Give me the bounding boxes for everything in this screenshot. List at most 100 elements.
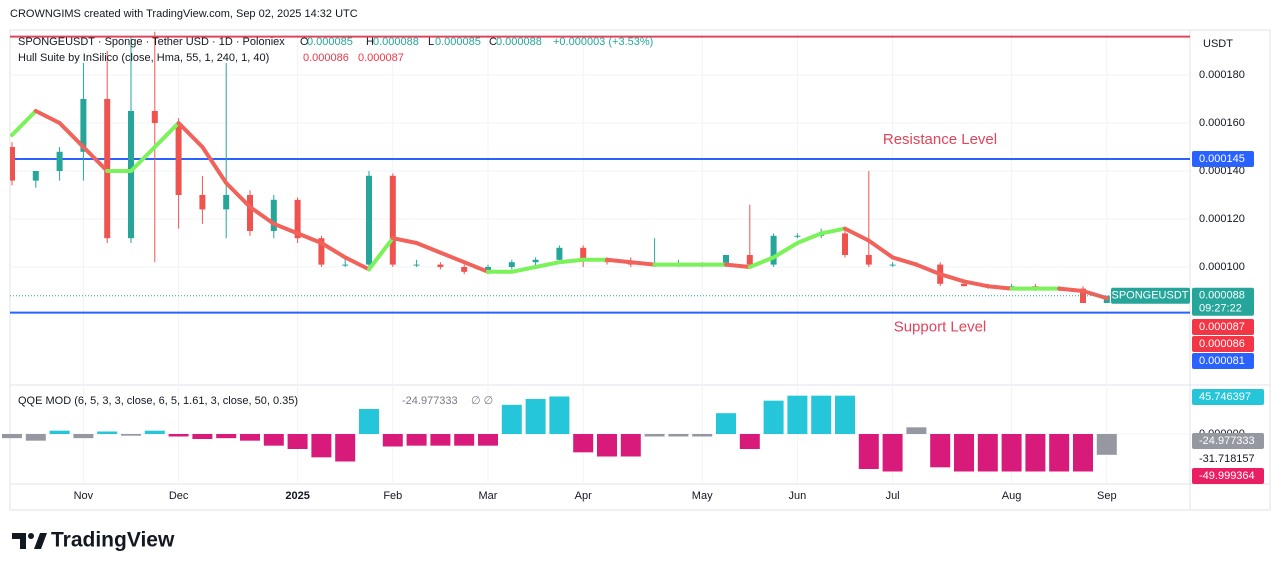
ohlc-letter: C bbox=[489, 36, 497, 48]
candle-body bbox=[556, 247, 563, 260]
candle-body bbox=[794, 235, 801, 237]
qqe-bar bbox=[573, 434, 594, 453]
hull-segment bbox=[628, 260, 657, 267]
resistance-tag-bg bbox=[1192, 151, 1254, 167]
qqe-bar bbox=[478, 434, 498, 446]
qqe-bar bbox=[501, 404, 522, 434]
candle-body bbox=[10, 147, 15, 181]
hull-segment bbox=[81, 145, 110, 173]
hull-segment bbox=[509, 265, 538, 274]
ohlc-value: 0.000088 bbox=[496, 36, 542, 48]
last-price-tag: 09:27:22 bbox=[1199, 303, 1242, 315]
last-price-tag-bg bbox=[1192, 287, 1254, 316]
qqe-bar bbox=[763, 400, 784, 434]
candle-body bbox=[223, 195, 230, 210]
qqe-bar bbox=[311, 434, 332, 458]
hull-legend: Hull Suite by InSilico (close, Hma, 55, … bbox=[18, 52, 269, 64]
candle-body bbox=[318, 238, 325, 265]
qqe-bar bbox=[692, 434, 713, 437]
hull-segment bbox=[890, 255, 919, 267]
hull-segment bbox=[962, 279, 990, 289]
support-tag: 0.000081 bbox=[1199, 355, 1245, 367]
candle-body bbox=[247, 195, 253, 231]
qqe-bar bbox=[716, 413, 736, 434]
x-tick-label: Dec bbox=[169, 490, 189, 502]
qqe-bar bbox=[168, 434, 189, 437]
ohlc-letter: L bbox=[428, 36, 434, 48]
hull-segment bbox=[1057, 286, 1085, 293]
qqe-level: 45.746397 bbox=[1199, 391, 1251, 403]
candle-body bbox=[128, 111, 134, 239]
candle-body bbox=[580, 247, 587, 260]
qqe-bar bbox=[192, 434, 213, 439]
qqe-bar bbox=[1001, 434, 1022, 472]
candle-body bbox=[80, 99, 87, 152]
resistance-tag: 0.000145 bbox=[1199, 153, 1245, 165]
x-tick-label: Aug bbox=[1002, 490, 1022, 502]
grid bbox=[10, 30, 1190, 484]
change: +0.000003 (+3.53%) bbox=[553, 36, 653, 48]
candle-body bbox=[485, 267, 491, 272]
candle-body bbox=[437, 264, 444, 267]
hull-segment bbox=[200, 145, 229, 185]
hull-tag: 0.000087 bbox=[1199, 321, 1245, 333]
candle-body bbox=[746, 255, 753, 265]
hull-segment bbox=[414, 241, 443, 255]
candle-body bbox=[413, 264, 420, 266]
symbol-tag-bg bbox=[1111, 287, 1190, 304]
x-tick-label: Mar bbox=[479, 490, 498, 502]
qqe-bar bbox=[930, 434, 951, 468]
hull-segment bbox=[866, 238, 895, 260]
hull-segment bbox=[724, 262, 752, 269]
hull-value: 0.000086 bbox=[303, 52, 349, 64]
qqe-level: -31.718157 bbox=[1199, 453, 1255, 465]
hull-segment bbox=[438, 250, 467, 265]
y-tick-label: 0.000140 bbox=[1199, 165, 1245, 177]
qqe-bar bbox=[858, 434, 879, 469]
qqe-level: -49.999364 bbox=[1199, 470, 1255, 482]
candle-body bbox=[199, 195, 206, 210]
hull-segment bbox=[129, 145, 157, 173]
support-tag-bg bbox=[1192, 353, 1254, 369]
credit: CROWNGIMS created with TradingView.com, … bbox=[10, 8, 358, 20]
candle-body bbox=[532, 259, 539, 263]
x-tick-label: Jun bbox=[789, 490, 807, 502]
x-tick-label: Apr bbox=[575, 490, 592, 502]
qqe-bar bbox=[1073, 434, 1093, 472]
candle-body bbox=[723, 255, 729, 265]
candle-body bbox=[32, 171, 39, 181]
hull-segment bbox=[938, 272, 966, 284]
hull-segment bbox=[795, 231, 824, 245]
qqe-bar bbox=[359, 409, 379, 434]
qqe-legend: QQE MOD (6, 5, 3, 3, close, 6, 5, 1.61, … bbox=[18, 395, 298, 407]
ohlc-letter: H bbox=[366, 36, 374, 48]
qqe-bar bbox=[739, 434, 760, 449]
y-tick-label: 0.000180 bbox=[1199, 69, 1245, 81]
qqe-tag-bg bbox=[1192, 433, 1264, 449]
qqe-bar bbox=[263, 434, 284, 446]
hull-segment bbox=[343, 255, 371, 272]
ohlc-value: 0.000088 bbox=[373, 36, 419, 48]
x-tick-label: Sep bbox=[1097, 490, 1117, 502]
y-tick-label: 0.000160 bbox=[1199, 117, 1245, 129]
symbol-line: SPONGEUSDT · Sponge · Tether USD · 1D · … bbox=[18, 36, 285, 48]
hull-segment bbox=[33, 109, 62, 125]
candle-body bbox=[889, 264, 896, 266]
hull-segment bbox=[10, 109, 38, 137]
hull-segment bbox=[152, 121, 181, 149]
hull-segment bbox=[985, 284, 1014, 291]
ohlc-value: 0.000085 bbox=[307, 36, 353, 48]
y-tick-label: 0.000100 bbox=[1199, 261, 1245, 273]
qqe-bar bbox=[620, 434, 641, 457]
qqe-bar bbox=[287, 434, 308, 449]
candle-body bbox=[508, 262, 515, 267]
x-tick-label: 2025 bbox=[285, 490, 309, 502]
hull-tag: 0.000086 bbox=[1199, 338, 1245, 350]
qqe-bar bbox=[882, 434, 903, 472]
hull-segment bbox=[390, 236, 419, 245]
hull-segment bbox=[57, 121, 86, 149]
qqe-bar bbox=[454, 434, 475, 446]
candle-body bbox=[366, 175, 372, 265]
candle-body bbox=[342, 264, 349, 266]
